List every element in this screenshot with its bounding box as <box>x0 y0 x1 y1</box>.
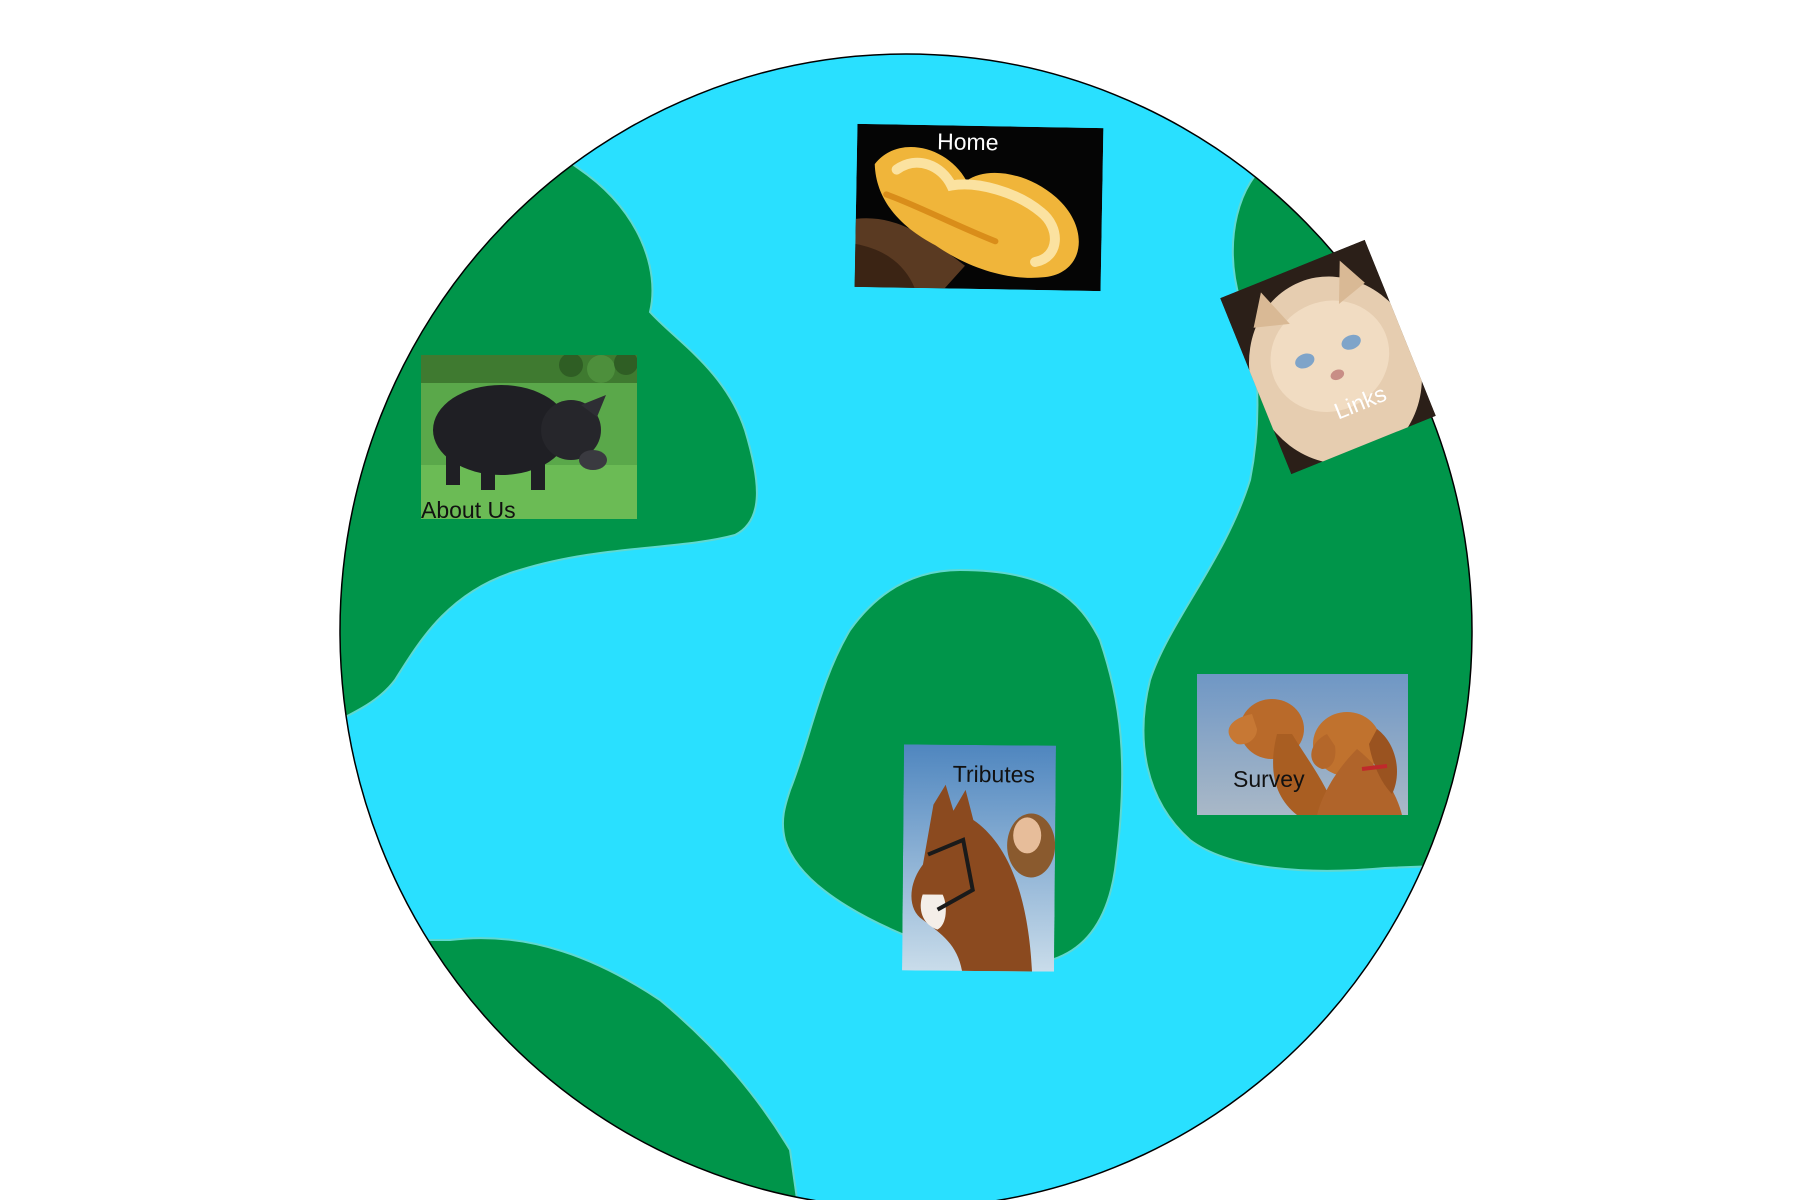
pig-photo <box>421 355 637 519</box>
nav-survey-label: Survey <box>1233 766 1305 792</box>
snake-photo <box>854 123 1104 292</box>
dogs-photo <box>1197 674 1408 815</box>
nav-home-label: Home <box>936 128 999 156</box>
nav-tributes-label: Tributes <box>952 760 1036 788</box>
nav-about-label: About Us <box>421 497 516 520</box>
horse-photo <box>902 744 1056 972</box>
nav-tributes-link[interactable]: Tributes <box>902 744 1056 972</box>
nav-about-link[interactable]: About Us <box>421 355 637 519</box>
nav-links-link[interactable]: Links <box>1220 239 1436 475</box>
cat-photo <box>1220 239 1436 475</box>
nav-home-link[interactable]: Home <box>854 123 1104 292</box>
globe-outline <box>339 53 1473 1200</box>
nav-survey-link[interactable]: Survey <box>1197 674 1408 815</box>
